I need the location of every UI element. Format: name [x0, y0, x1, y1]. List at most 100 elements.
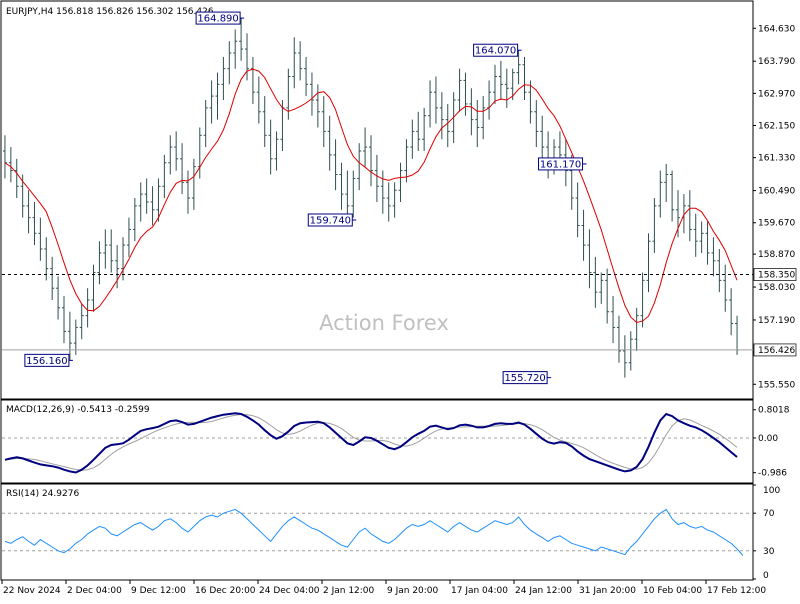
price-candle: [628, 331, 633, 371]
price-candle: [227, 41, 232, 85]
price-y-tick-label: 162.970: [758, 89, 795, 99]
price-candle: [168, 135, 173, 175]
price-candle: [132, 198, 137, 242]
price-candle: [191, 158, 196, 210]
annotation-label: 164.070: [475, 46, 516, 57]
annotation-box: [473, 43, 519, 57]
rsi-panel-frame: [0, 483, 754, 581]
price-candle: [239, 18, 244, 61]
price-candle: [197, 127, 202, 179]
price-candle: [498, 60, 503, 101]
moving-average-line: [4, 68, 738, 324]
price-candle: [144, 178, 149, 214]
price-candle: [180, 143, 185, 195]
price-candle: [150, 186, 155, 226]
price-y-tick-label: 160.490: [758, 187, 795, 197]
price-candle: [457, 68, 462, 112]
price-candle: [156, 178, 161, 222]
price-y-tick-label: 157.190: [758, 316, 795, 326]
price-candle: [345, 170, 350, 220]
price-candle: [8, 147, 13, 183]
price-candle: [268, 119, 273, 175]
annotation-box: [538, 157, 584, 171]
last-price-tag: 156.426: [753, 343, 797, 357]
price-candle: [646, 233, 651, 293]
price-candle: [339, 162, 344, 210]
rsi-y-tick-label: 30: [763, 547, 775, 557]
price-candle: [256, 76, 261, 124]
price-candle: [640, 272, 645, 328]
x-tick-label: 10 Feb 04:00: [643, 586, 702, 596]
price-candle: [469, 88, 474, 136]
price-candle: [516, 50, 521, 85]
rsi-y-axis: 100 70 30 0: [753, 484, 780, 581]
price-candle: [50, 256, 55, 300]
price-candle: [652, 198, 657, 253]
macd-y-tick-label: -0.986: [758, 469, 787, 479]
last-price-label: 156.426: [758, 346, 795, 356]
price-candle: [428, 80, 433, 128]
price-candle: [723, 264, 728, 312]
price-candle: [315, 84, 320, 128]
price-candle: [79, 303, 84, 340]
price-candle: [103, 229, 108, 269]
price-candle: [357, 143, 362, 191]
price-candle: [138, 182, 143, 222]
price-candle: [333, 139, 338, 191]
macd-y-axis: 0.8018 0.00 -0.986: [753, 406, 790, 479]
price-annotation: 161.170: [538, 157, 587, 171]
rsi-line: [4, 508, 744, 556]
rsi-y-tick-label: 100: [763, 486, 780, 496]
price-y-tick-label: 164.630: [758, 24, 795, 34]
price-candle: [670, 170, 675, 222]
price-candle: [304, 56, 309, 97]
annotation-label: 161.170: [540, 159, 581, 170]
price-annotation: 156.160: [24, 353, 73, 367]
price-y-tick-label: 162.150: [758, 122, 795, 132]
watermark: Action Forex: [319, 311, 449, 335]
price-y-tick-label: 158.870: [758, 250, 795, 260]
price-candle: [73, 319, 78, 355]
price-candle: [221, 56, 226, 101]
price-annotation: 164.890: [195, 11, 245, 25]
price-candle: [410, 119, 415, 159]
x-tick-label: 31 Jan 20:00: [579, 586, 636, 596]
price-candle: [534, 100, 539, 148]
x-tick-label: 22 Nov 2024: [3, 586, 61, 596]
price-candle: [380, 170, 385, 214]
price-candle: [510, 68, 515, 101]
annotation-label: 155.720: [504, 373, 545, 384]
macd-y-tick-label: 0.00: [758, 434, 778, 444]
price-candle: [274, 131, 279, 171]
price-candle: [611, 296, 616, 344]
price-candle: [292, 37, 297, 89]
price-candle: [475, 100, 480, 148]
price-candle: [174, 131, 179, 171]
price-candle: [729, 288, 734, 336]
price-candle: [327, 115, 332, 171]
price-candle: [445, 103, 450, 148]
price-candle: [593, 256, 598, 308]
price-candle: [250, 56, 255, 104]
price-candle: [126, 217, 131, 257]
annotation-label: 159.740: [310, 215, 351, 226]
price-candle: [422, 107, 427, 151]
x-tick-label: 24 Jan 12:00: [515, 586, 572, 596]
price-candle: [587, 229, 592, 289]
price-candle: [321, 96, 326, 148]
price-candle: [38, 217, 43, 261]
price-candle: [215, 72, 220, 120]
macd-signal-line: [4, 413, 738, 471]
price-candle: [44, 237, 49, 281]
price-candle: [185, 170, 190, 214]
price-candle: [121, 237, 126, 281]
price-candle: [91, 264, 96, 312]
price-candle: [298, 41, 303, 81]
annotation-label: 156.160: [26, 356, 67, 367]
x-tick-label: 17 Jan 04:00: [451, 586, 508, 596]
price-candle: [162, 154, 167, 199]
price-panel-frame: [0, 0, 754, 400]
price-y-tick-label: 159.670: [758, 219, 795, 229]
